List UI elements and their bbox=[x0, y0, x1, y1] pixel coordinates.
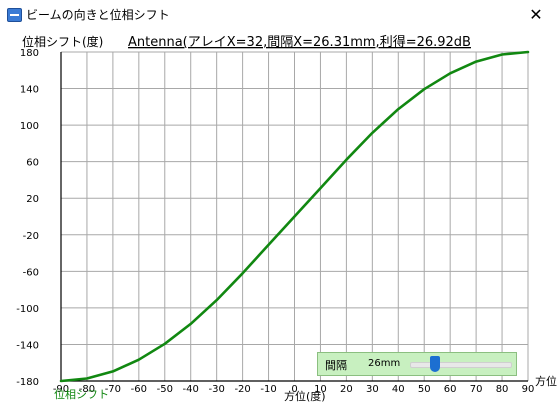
x-tick-label: -50 bbox=[157, 384, 173, 395]
y-tick-labels: 180 140 100 60 20 -20 -60 -100 -140 -180 bbox=[16, 48, 39, 388]
y-tick-label: -180 bbox=[16, 377, 39, 388]
x-tick-label: -10 bbox=[260, 384, 276, 395]
y-tick-label: 180 bbox=[20, 48, 39, 59]
x-tick-label: 70 bbox=[470, 384, 483, 395]
x-tick-label: 50 bbox=[418, 384, 431, 395]
y-tick-label: 100 bbox=[20, 121, 39, 132]
slider-value: 26mm bbox=[368, 358, 401, 369]
window-title: ビームの向きと位相シフト bbox=[26, 8, 170, 22]
y-tick-label: -20 bbox=[23, 231, 39, 242]
y-tick-label: 140 bbox=[20, 85, 39, 96]
series-layer bbox=[59, 50, 530, 383]
app-icon bbox=[7, 8, 22, 22]
y-tick-label: -60 bbox=[23, 267, 39, 278]
y-tick-label: -140 bbox=[16, 340, 39, 351]
x-tick-label: -30 bbox=[208, 384, 224, 395]
x-tick-label: 80 bbox=[496, 384, 509, 395]
chart-panel: -90 -80 -70 -60 -50 -40 -30 -20 -10 0 10 20 30 40 50 60… bbox=[0, 30, 558, 419]
x-tick-label: -60 bbox=[131, 384, 147, 395]
slider-track[interactable] bbox=[410, 362, 512, 368]
series-line bbox=[59, 50, 530, 383]
close-button[interactable]: ✕ bbox=[529, 5, 543, 24]
x-tick-label: -20 bbox=[234, 384, 250, 395]
x-tick-labels: -90 -80 -70 -60 -50 -40 -30 -20 -10 0 10 20 30 40 50 60… bbox=[53, 384, 535, 395]
x-tick-label: 10 bbox=[314, 384, 327, 395]
slider-thumb[interactable] bbox=[430, 356, 440, 372]
chart-title: Antenna(アレイX=32,間隔X=26.31mm,利得=26.92dB bbox=[128, 34, 471, 50]
series-label: 位相シフト bbox=[54, 387, 109, 401]
x-tick-label: -40 bbox=[183, 384, 199, 395]
x-tick-label: 60 bbox=[444, 384, 457, 395]
y-axis-label: 位相シフト(度) bbox=[22, 34, 103, 49]
y-tick-label: 20 bbox=[26, 194, 39, 205]
x-axis-label: 方位(度) bbox=[284, 389, 326, 403]
spacing-slider-panel: 間隔 26mm bbox=[317, 352, 517, 376]
x-tick-label: 40 bbox=[392, 384, 405, 395]
x-tick-label: 30 bbox=[366, 384, 379, 395]
y-tick-label: -100 bbox=[16, 304, 39, 315]
slider-label: 間隔 bbox=[325, 359, 347, 372]
x-tick-label: -80 bbox=[79, 384, 95, 395]
x-tick-label: 90 bbox=[522, 384, 535, 395]
x-tick-label: -90 bbox=[53, 384, 69, 395]
x-tick-label: 0 bbox=[291, 384, 297, 395]
plot-frame bbox=[60, 52, 528, 382]
x-axis-label-right: 方位 bbox=[535, 374, 557, 388]
title-bar: ビームの向きと位相シフト ✕ bbox=[0, 0, 558, 30]
x-tick-label: -70 bbox=[105, 384, 121, 395]
y-tick-label: 60 bbox=[26, 158, 39, 169]
phase-shift-chart: -90 -80 -70 -60 -50 -40 -30 -20 -10 0 10 20 30 40 50 60… bbox=[16, 34, 557, 403]
x-tick-label: 20 bbox=[340, 384, 353, 395]
